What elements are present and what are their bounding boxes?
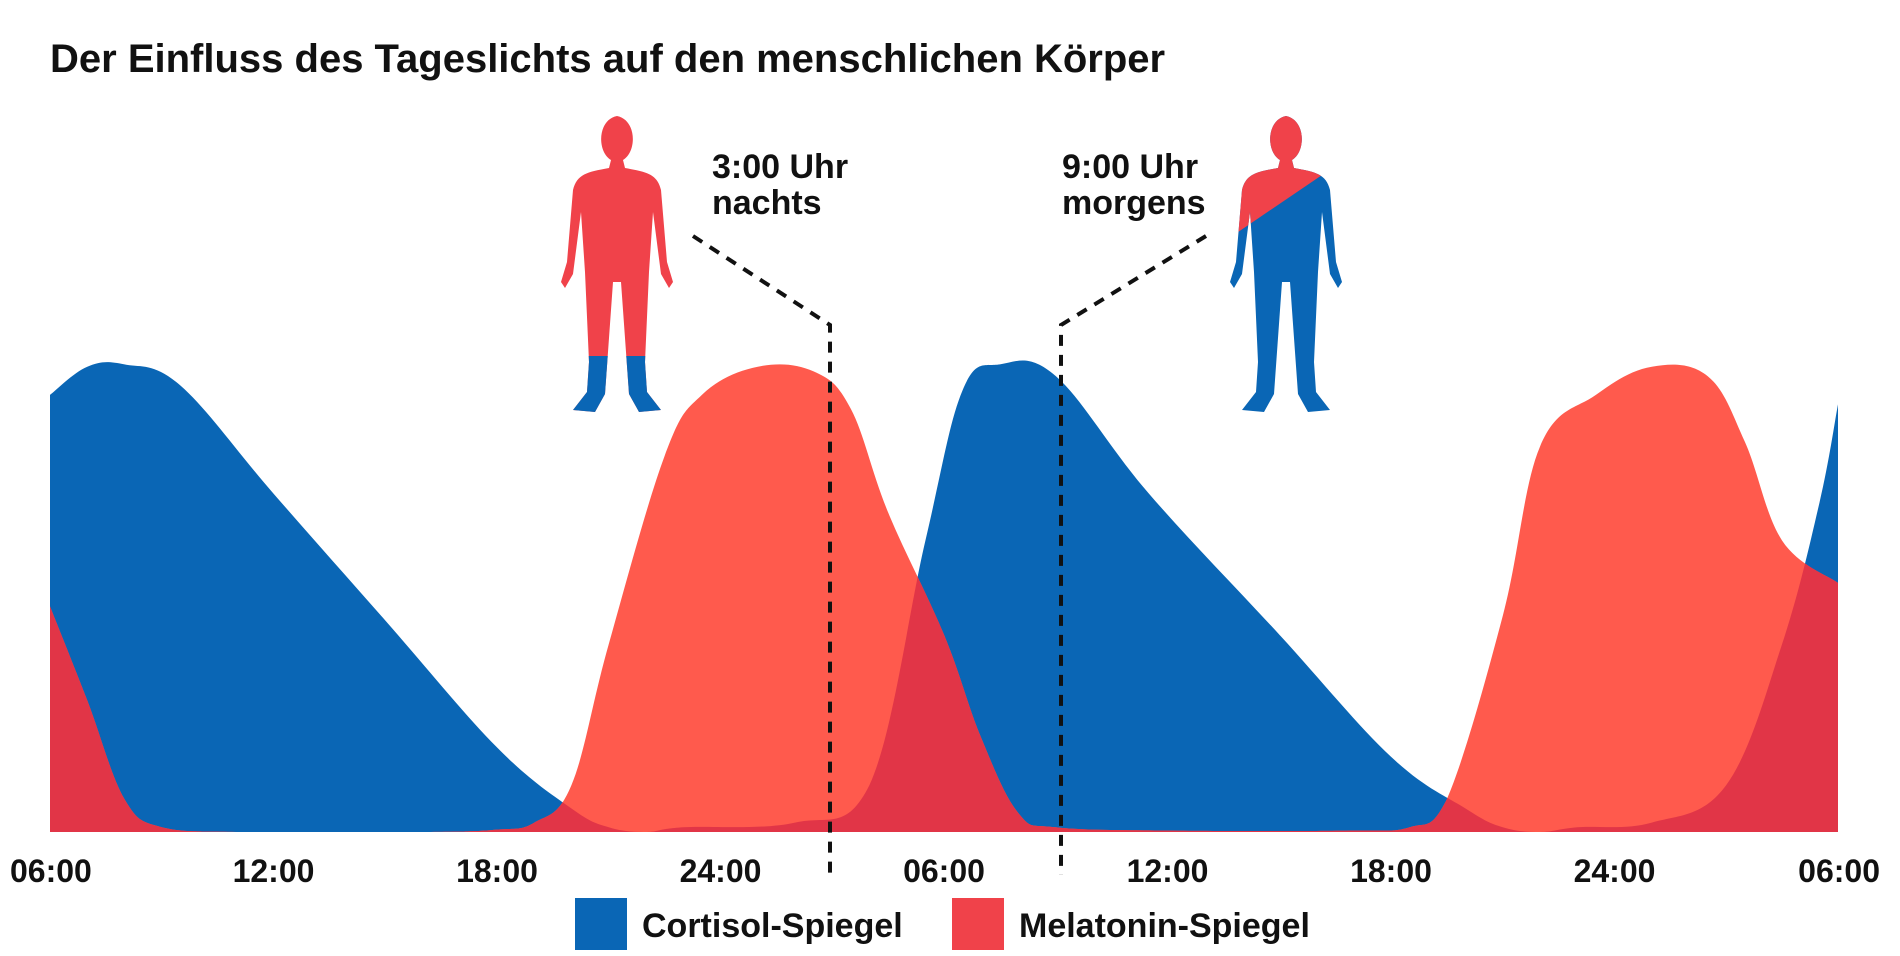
x-tick-label: 06:00 [903, 853, 985, 889]
legend: Cortisol-Spiegel Melatonin-Spiegel [575, 898, 1310, 950]
annotation-dashed-line [691, 234, 832, 875]
legend-swatch [575, 898, 627, 950]
annotation-period: nachts [712, 184, 822, 222]
legend-label: Cortisol-Spiegel [642, 907, 903, 945]
series-area-cortisol [50, 360, 1838, 832]
mostly-red-figure-icon [561, 116, 673, 412]
legend-swatch [952, 898, 1004, 950]
x-tick-label: 18:00 [1350, 853, 1432, 889]
x-tick-label: 06:00 [10, 853, 92, 889]
legend-label: Melatonin-Spiegel [1019, 907, 1310, 945]
x-tick-label: 12:00 [1127, 853, 1209, 889]
x-tick-label: 24:00 [1574, 853, 1656, 889]
plot-areas [50, 360, 1838, 832]
mostly-blue-figure-icon [1230, 116, 1342, 412]
x-axis-ticks: 06:00 12:00 18:00 24:00 06:00 12:00 18:00 24:00… [10, 853, 1880, 889]
annotation-dashed-line [1059, 234, 1208, 875]
x-tick-label: 12:00 [233, 853, 315, 889]
annotation-time: 3:00 Uhr [712, 148, 848, 186]
annotation-period: morgens [1062, 184, 1206, 222]
x-tick-label: 24:00 [680, 853, 762, 889]
chart-title: Der Einfluss des Tageslichts auf den men… [50, 37, 1165, 81]
x-tick-label: 18:00 [456, 853, 538, 889]
x-tick-label: 06:00 [1798, 853, 1880, 889]
annotation-time: 9:00 Uhr [1062, 148, 1198, 186]
